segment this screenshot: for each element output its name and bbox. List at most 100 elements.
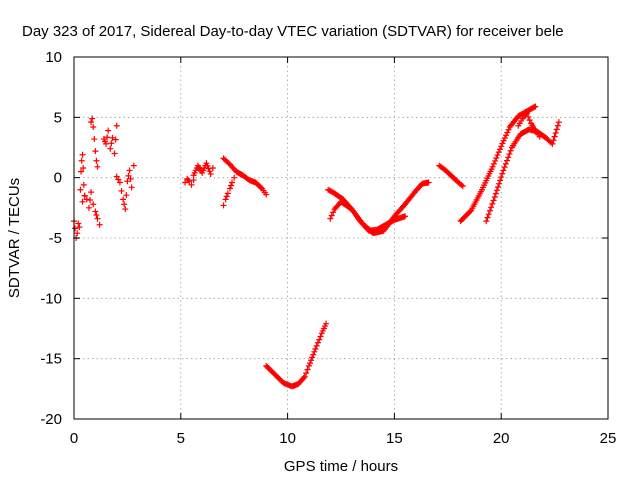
data-point: [257, 184, 264, 191]
data-point: [90, 201, 97, 208]
data-series: [113, 162, 137, 213]
x-axis-label: GPS time / hours: [284, 458, 398, 475]
data-point: [304, 366, 311, 373]
y-tick-label: -15: [40, 351, 62, 368]
data-point: [459, 183, 466, 190]
data-point: [300, 374, 307, 381]
data-point: [494, 184, 501, 191]
data-point: [220, 202, 227, 209]
data-point: [77, 186, 84, 193]
data-point: [493, 155, 500, 162]
data-point: [227, 182, 234, 189]
data-point: [90, 123, 97, 130]
data-series: [190, 160, 216, 179]
x-tick-label: 25: [600, 430, 617, 447]
y-tick-label: -20: [40, 411, 62, 428]
data-point: [484, 214, 491, 221]
data-series: [457, 103, 539, 225]
data-point: [330, 209, 337, 216]
data-point: [108, 140, 115, 147]
data-point: [85, 204, 92, 211]
data-point: [536, 133, 543, 140]
data-point: [500, 167, 507, 174]
data-point: [328, 212, 335, 219]
data-point: [309, 354, 316, 361]
data-point: [107, 145, 114, 152]
data-series: [327, 179, 432, 237]
data-point: [551, 133, 558, 140]
data-point: [92, 148, 99, 155]
data-point: [105, 127, 112, 134]
data-point: [493, 187, 500, 194]
data-point: [223, 193, 230, 200]
data-point: [83, 196, 90, 203]
data-point: [503, 157, 510, 164]
data-point: [89, 115, 96, 122]
data-series: [483, 119, 562, 225]
data-point: [499, 140, 506, 147]
data-points: [71, 103, 562, 390]
data-point: [120, 196, 127, 203]
data-point: [531, 104, 538, 111]
data-point: [92, 208, 99, 215]
data-series: [79, 189, 103, 228]
data-point: [113, 173, 120, 180]
data-point: [188, 181, 195, 188]
data-point: [91, 136, 98, 143]
data-point: [316, 336, 323, 343]
data-point: [307, 360, 314, 367]
x-tick-label: 15: [386, 430, 403, 447]
data-point: [526, 117, 533, 124]
data-point: [123, 192, 130, 199]
data-point: [74, 230, 81, 237]
data-point: [308, 357, 315, 364]
data-point: [109, 134, 116, 141]
data-point: [311, 348, 318, 355]
data-point: [323, 320, 330, 327]
data-point: [115, 176, 122, 183]
data-point: [103, 140, 110, 147]
data-point: [317, 333, 324, 340]
data-series: [263, 320, 330, 390]
data-point: [506, 151, 513, 158]
data-point: [553, 126, 560, 133]
data-point: [75, 220, 82, 227]
data-point: [224, 190, 231, 197]
data-point: [552, 130, 559, 137]
data-series: [77, 151, 88, 199]
x-tick-label: 0: [70, 430, 78, 447]
data-point: [121, 201, 128, 208]
data-point: [488, 204, 495, 211]
data-point: [94, 215, 101, 222]
data-point: [185, 177, 192, 184]
data-point: [206, 168, 213, 175]
y-tick-label: 5: [54, 109, 62, 126]
data-point: [81, 192, 88, 199]
data-point: [96, 221, 103, 228]
x-tick-label: 20: [493, 430, 510, 447]
data-point: [525, 113, 532, 120]
data-point: [118, 187, 125, 194]
data-point: [501, 164, 508, 171]
data-point: [93, 212, 100, 219]
data-point: [112, 136, 119, 143]
data-point: [231, 174, 238, 181]
data-point: [310, 351, 317, 358]
data-point: [78, 168, 85, 175]
data-point: [104, 134, 111, 141]
data-point: [205, 165, 212, 172]
data-point: [111, 150, 118, 157]
data-point: [88, 119, 95, 126]
data-series: [220, 174, 238, 209]
y-tick-label: -10: [40, 290, 62, 307]
data-point: [496, 180, 503, 187]
data-point: [116, 179, 123, 186]
data-point: [495, 149, 502, 156]
data-point: [203, 160, 210, 167]
data-point: [498, 143, 505, 150]
data-point: [76, 224, 83, 231]
data-point: [502, 160, 509, 167]
data-point: [182, 179, 189, 186]
data-point: [327, 215, 334, 222]
